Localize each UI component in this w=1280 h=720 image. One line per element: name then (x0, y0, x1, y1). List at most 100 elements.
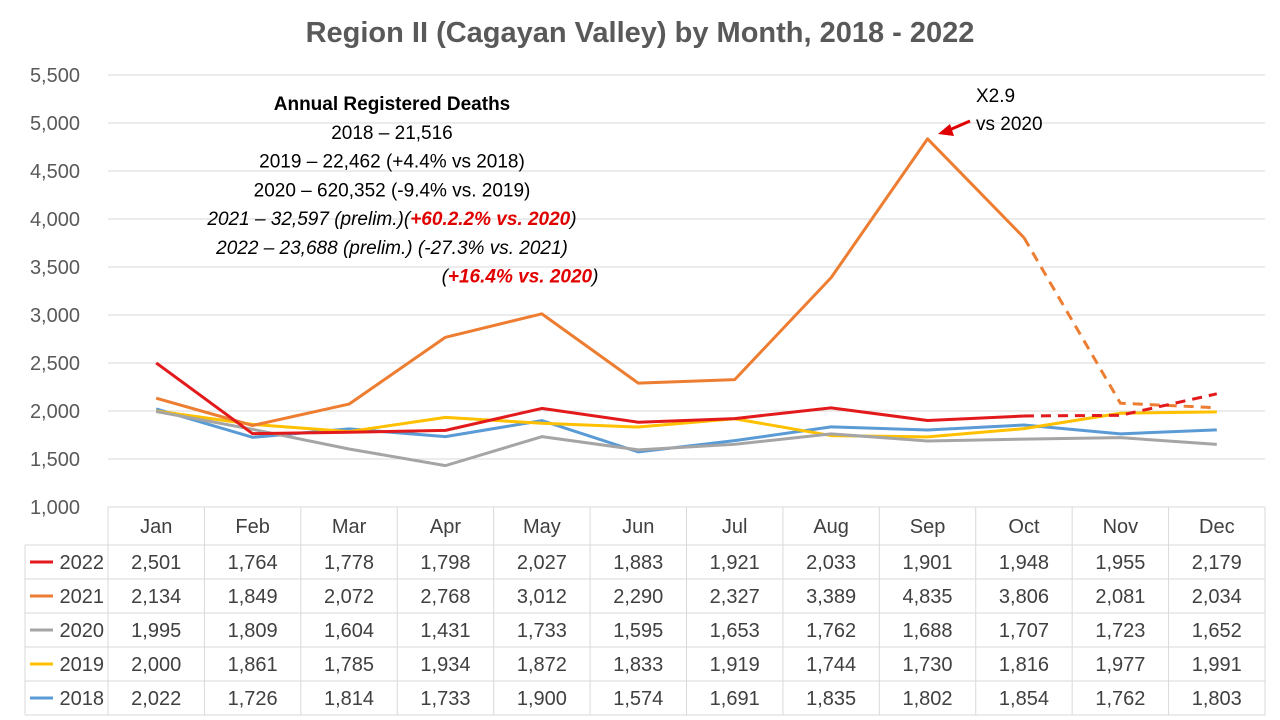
series-line-dashed-2021 (1022, 236, 1217, 410)
data-label: 1,688 (903, 620, 953, 642)
data-label: 1,723 (1095, 620, 1145, 642)
data-label: 1,733 (517, 620, 567, 642)
y-axis: 1,000 1,500 2,000 2,500 3,000 3,500 4,000 4,500… (30, 65, 80, 519)
data-label: 1,919 (710, 654, 760, 676)
grid (108, 74, 1265, 508)
y-tick-label: 1,000 (30, 497, 80, 519)
annotation-line: (+16.4% vs. 2020) (442, 267, 599, 288)
y-tick-label: 2,000 (30, 401, 80, 423)
data-label: 1,762 (1095, 688, 1145, 710)
annotation-text: 2020 – 620,352 (-9.4% vs. 2019) (254, 180, 531, 201)
series-line-dashed-2022 (1023, 392, 1218, 418)
annotation-line: 2020 – 620,352 (-9.4% vs. 2019) (254, 180, 531, 201)
y-tick-label: 3,000 (30, 305, 80, 327)
y-tick-label: 4,500 (30, 161, 80, 183)
data-label: 1,652 (1192, 620, 1242, 642)
y-tick-label: 3,500 (30, 257, 80, 279)
legend-label: 2022 (60, 552, 105, 574)
x-tick-label: Feb (235, 516, 269, 538)
data-label: 1,744 (806, 654, 856, 676)
data-label: 4,835 (903, 586, 953, 608)
series-line-2020 (155, 410, 1217, 468)
series-line-2021 (155, 137, 1026, 427)
data-label: 3,012 (517, 586, 567, 608)
x-tick-label: Oct (1008, 516, 1040, 538)
data-label: 1,595 (613, 620, 663, 642)
data-label: 2,179 (1192, 552, 1242, 574)
annotation-text: ) (568, 209, 576, 230)
annotation-text: 2021 – 32,597 (prelim.)( (206, 209, 411, 230)
data-label: 2,768 (420, 586, 470, 608)
data-label: 1,726 (228, 688, 278, 710)
legend-label: 2021 (60, 586, 105, 608)
annotation-text: ) (590, 267, 598, 288)
annotation-title: Annual Registered Deaths (274, 94, 511, 115)
data-label: 1,604 (324, 620, 374, 642)
peak-arrowhead (938, 124, 954, 136)
annotation-line: 2018 – 21,516 (331, 123, 453, 144)
x-tick-label: Aug (813, 516, 849, 538)
data-label: 2,134 (131, 586, 181, 608)
data-label: 1,955 (1095, 552, 1145, 574)
data-label: 1,991 (1192, 654, 1242, 676)
data-label: 1,778 (324, 552, 374, 574)
data-label: 2,034 (1192, 586, 1242, 608)
data-label: 1,431 (420, 620, 470, 642)
data-label: 1,921 (710, 552, 760, 574)
series-line-2022 (155, 361, 1025, 436)
data-label: 3,389 (806, 586, 856, 608)
data-label: 2,000 (131, 654, 181, 676)
data-label: 1,854 (999, 688, 1049, 710)
y-tick-label: 1,500 (30, 449, 80, 471)
data-label: 1,901 (903, 552, 953, 574)
data-label: 1,691 (710, 688, 760, 710)
data-label: 1,835 (806, 688, 856, 710)
legend-label: 2020 (60, 620, 105, 642)
data-label: 1,849 (228, 586, 278, 608)
x-tick-label: Nov (1103, 516, 1139, 538)
series-lines (155, 137, 1218, 468)
annotation-line: 2019 – 22,462 (+4.4% vs 2018) (259, 152, 525, 173)
data-label: 1,785 (324, 654, 374, 676)
legend-label: 2018 (60, 688, 105, 710)
annotation-line: 2022 – 23,688 (prelim.) (-27.3% vs. 2021… (215, 238, 568, 259)
data-label: 1,977 (1095, 654, 1145, 676)
data-label: 1,816 (999, 654, 1049, 676)
annotation-text: 2022 – 23,688 (prelim.) (-27.3% vs. 2021… (215, 238, 568, 259)
data-label: 1,900 (517, 688, 567, 710)
annotation-text: +60.2.2% vs. 2020 (410, 209, 570, 230)
data-label: 1,574 (613, 688, 663, 710)
data-label: 1,798 (420, 552, 470, 574)
annotation-text: 2019 – 22,462 (+4.4% vs 2018) (259, 152, 525, 173)
y-tick-label: 5,500 (30, 65, 80, 87)
annotations: Annual Registered Deaths 2018 – 21,516 201… (206, 86, 1042, 288)
annotation-text: ( (442, 267, 450, 288)
data-label: 2,290 (613, 586, 663, 608)
data-label: 2,072 (324, 586, 374, 608)
data-label: 3,806 (999, 586, 1049, 608)
data-label: 1,730 (903, 654, 953, 676)
data-label: 2,501 (131, 552, 181, 574)
data-label: 1,653 (710, 620, 760, 642)
peak-annotation-label: vs 2020 (976, 114, 1043, 135)
data-label: 2,027 (517, 552, 567, 574)
annotation-line: 2021 – 32,597 (prelim.)(+60.2.2% vs. 202… (206, 209, 576, 230)
x-tick-label: May (523, 516, 561, 538)
data-label: 1,762 (806, 620, 856, 642)
x-tick-label: Jan (140, 516, 172, 538)
x-tick-label: Sep (910, 516, 946, 538)
data-label: 1,814 (324, 688, 374, 710)
x-tick-label: Mar (332, 516, 367, 538)
data-label: 2,081 (1095, 586, 1145, 608)
data-label: 1,872 (517, 654, 567, 676)
data-label: 1,803 (1192, 688, 1242, 710)
data-label: 1,883 (613, 552, 663, 574)
y-tick-label: 5,000 (30, 113, 80, 135)
data-table: Jan Feb Mar Apr May Jun Jul Aug Sep Oct Nov Dec 2022… (24, 506, 1266, 716)
data-label: 1,833 (613, 654, 663, 676)
x-tick-label: Dec (1199, 516, 1235, 538)
data-label: 2,033 (806, 552, 856, 574)
data-label: 2,327 (710, 586, 760, 608)
chart-title: Region II (Cagayan Valley) by Month, 201… (306, 17, 975, 49)
